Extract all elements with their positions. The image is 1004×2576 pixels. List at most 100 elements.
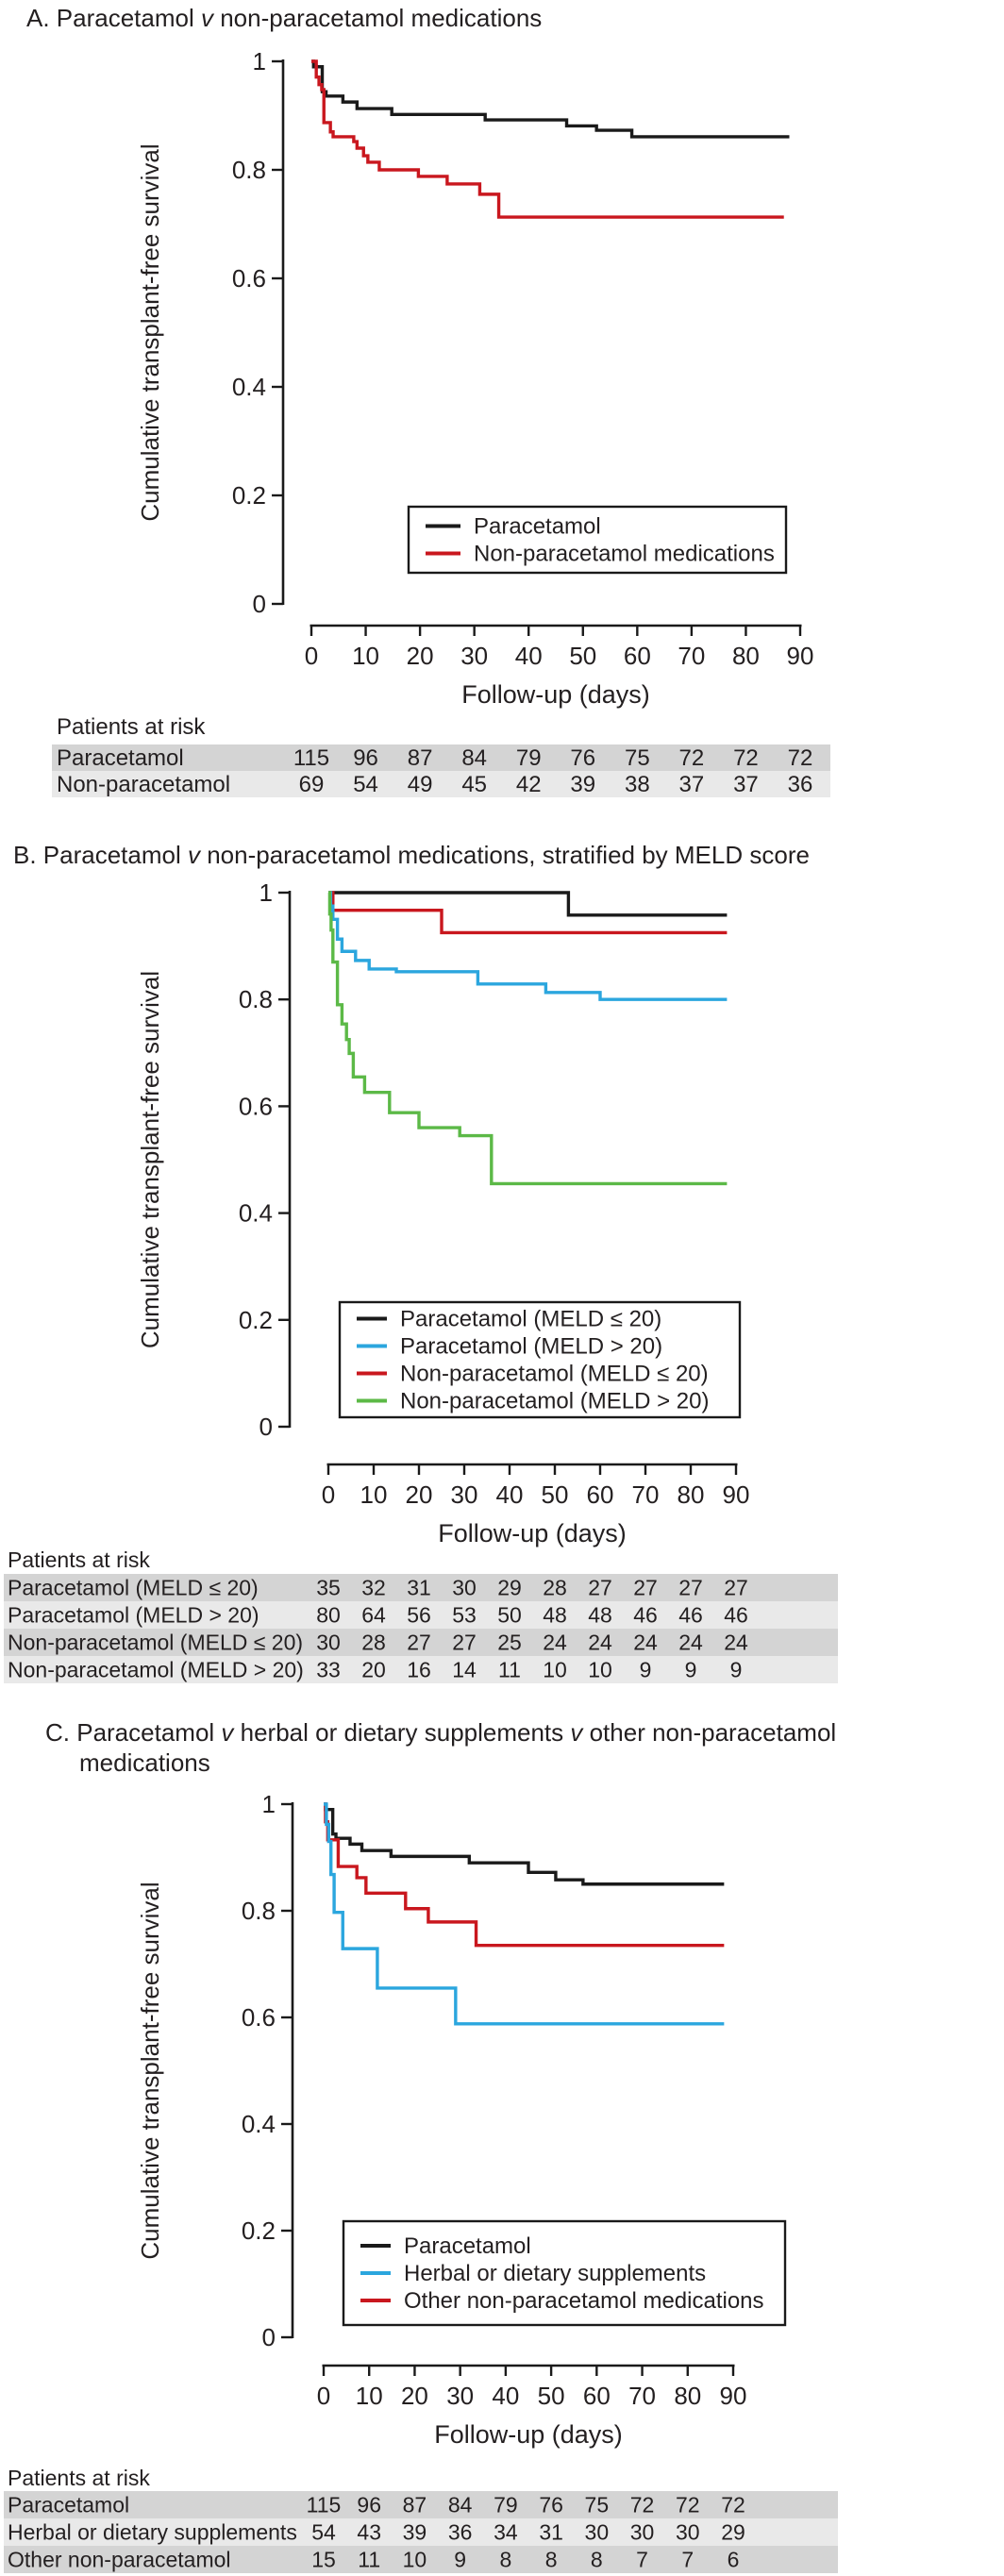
risk-table-header-A: Patients at risk [57, 714, 206, 740]
x-tick-label-B: 70 [632, 1480, 660, 1509]
x-tick-label-C: 40 [492, 2382, 519, 2410]
legend-label-C: Paracetamol [404, 2233, 531, 2259]
risk-value-B: 24 [588, 1631, 612, 1655]
risk-value-C: 11 [358, 2548, 380, 2572]
km-curve-C-red [324, 1802, 725, 1948]
risk-value-A: 45 [461, 772, 487, 797]
risk-value-B: 27 [678, 1576, 703, 1600]
x-tick-label-C: 90 [720, 2382, 747, 2410]
risk-value-C: 7 [636, 2548, 648, 2572]
risk-value-C: 115 [307, 2493, 342, 2517]
km-curve-A-black [311, 59, 790, 139]
risk-value-B: 16 [407, 1658, 431, 1682]
risk-value-C: 15 [311, 2548, 336, 2572]
risk-row-band-B [4, 1629, 838, 1656]
legend-label-C: Herbal or dietary supplements [404, 2261, 706, 2286]
y-tick-label-B: 0 [259, 1413, 273, 1441]
risk-row-label-C: Other non-paracetamol [8, 2548, 231, 2572]
risk-value-C: 72 [721, 2493, 745, 2517]
panel-c-title-line1: C. Paracetamol v herbal or dietary suppl… [45, 1718, 836, 1747]
legend-box-B [338, 1300, 742, 1419]
y-tick-label-C: 0.8 [242, 1897, 276, 1925]
risk-value-B: 48 [588, 1603, 612, 1628]
risk-value-A: 84 [461, 745, 487, 771]
y-tick-label-C: 0 [262, 2323, 276, 2351]
risk-value-A: 115 [293, 745, 329, 771]
risk-row-band-A [52, 744, 830, 771]
risk-value-C: 39 [403, 2520, 427, 2545]
risk-row-band-A [52, 771, 830, 797]
legend-label-A: Non-paracetamol medications [474, 542, 775, 567]
risk-value-B: 10 [588, 1658, 612, 1682]
km-curve-B-red [328, 891, 728, 935]
risk-value-A: 39 [570, 772, 595, 797]
risk-value-B: 33 [316, 1658, 341, 1682]
risk-value-A: 72 [733, 745, 759, 771]
x-axis-title-C: Follow-up (days) [434, 2420, 623, 2449]
risk-value-A: 37 [733, 772, 759, 797]
risk-value-B: 9 [685, 1658, 697, 1682]
x-tick-label-C: 20 [401, 2382, 428, 2410]
risk-value-C: 9 [454, 2548, 466, 2572]
risk-value-C: 36 [448, 2520, 473, 2545]
risk-value-C: 30 [676, 2520, 700, 2545]
risk-value-B: 24 [543, 1631, 567, 1655]
risk-value-B: 27 [452, 1631, 477, 1655]
risk-value-B: 30 [316, 1631, 341, 1655]
risk-value-B: 53 [452, 1603, 477, 1628]
panel-b-title: B. Paracetamol v non-paracetamol medicat… [13, 841, 810, 869]
y-tick-label-A: 0.2 [232, 481, 266, 510]
risk-value-B: 28 [543, 1576, 567, 1600]
risk-value-B: 46 [633, 1603, 658, 1628]
x-tick-label-A: 20 [407, 642, 434, 670]
title-text: medications [79, 1748, 210, 1777]
risk-value-B: 14 [452, 1658, 477, 1682]
legend-box-A [407, 505, 788, 575]
risk-value-C: 8 [591, 2548, 603, 2572]
risk-value-A: 42 [516, 772, 542, 797]
risk-value-B: 29 [497, 1576, 522, 1600]
risk-value-B: 24 [633, 1631, 658, 1655]
km-curve-B-black [328, 891, 728, 917]
title-text: herbal or dietary supplements [233, 1718, 571, 1747]
risk-value-A: 36 [788, 772, 813, 797]
y-tick-label-B: 0.6 [239, 1092, 273, 1120]
risk-value-B: 28 [361, 1631, 386, 1655]
risk-value-B: 10 [543, 1658, 567, 1682]
y-tick-label-B: 0.8 [239, 985, 273, 1013]
x-tick-label-C: 10 [356, 2382, 383, 2410]
x-tick-label-A: 0 [305, 642, 318, 670]
risk-value-B: 31 [407, 1576, 431, 1600]
risk-value-C: 43 [357, 2520, 381, 2545]
risk-value-C: 6 [728, 2548, 740, 2572]
panel-c-title-line2: medications [79, 1748, 210, 1777]
risk-row-label-B: Non-paracetamol (MELD > 20) [8, 1658, 304, 1682]
x-tick-label-A: 40 [515, 642, 543, 670]
km-curve-A-red [311, 59, 784, 219]
legend-label-A: Paracetamol [474, 514, 601, 540]
x-tick-label-B: 40 [496, 1480, 524, 1509]
risk-value-C: 54 [311, 2520, 336, 2545]
risk-value-B: 27 [724, 1576, 748, 1600]
risk-row-band-C [4, 2518, 838, 2546]
x-axis-title-B: Follow-up (days) [438, 1519, 627, 1547]
risk-value-B: 48 [543, 1603, 567, 1628]
title-versus-italic: v [200, 4, 213, 32]
risk-row-label-A: Paracetamol [57, 745, 184, 771]
risk-value-B: 35 [316, 1576, 341, 1600]
legend-label-C: Other non-paracetamol medications [404, 2288, 764, 2314]
title-text: non-paracetamol medications, stratified … [199, 841, 810, 869]
title-versus-italic: v [187, 841, 200, 869]
y-tick-label-C: 0.6 [242, 2003, 276, 2032]
x-axis-title-A: Follow-up (days) [461, 680, 650, 709]
risk-value-C: 30 [630, 2520, 655, 2545]
risk-value-B: 25 [497, 1631, 522, 1655]
y-tick-label-A: 0.4 [232, 373, 266, 401]
risk-value-B: 11 [498, 1658, 521, 1682]
x-tick-label-C: 30 [446, 2382, 474, 2410]
risk-value-B: 24 [678, 1631, 703, 1655]
risk-value-B: 24 [724, 1631, 748, 1655]
risk-row-label-C: Paracetamol [8, 2493, 129, 2517]
risk-value-C: 8 [545, 2548, 558, 2572]
x-tick-label-B: 10 [360, 1480, 388, 1509]
